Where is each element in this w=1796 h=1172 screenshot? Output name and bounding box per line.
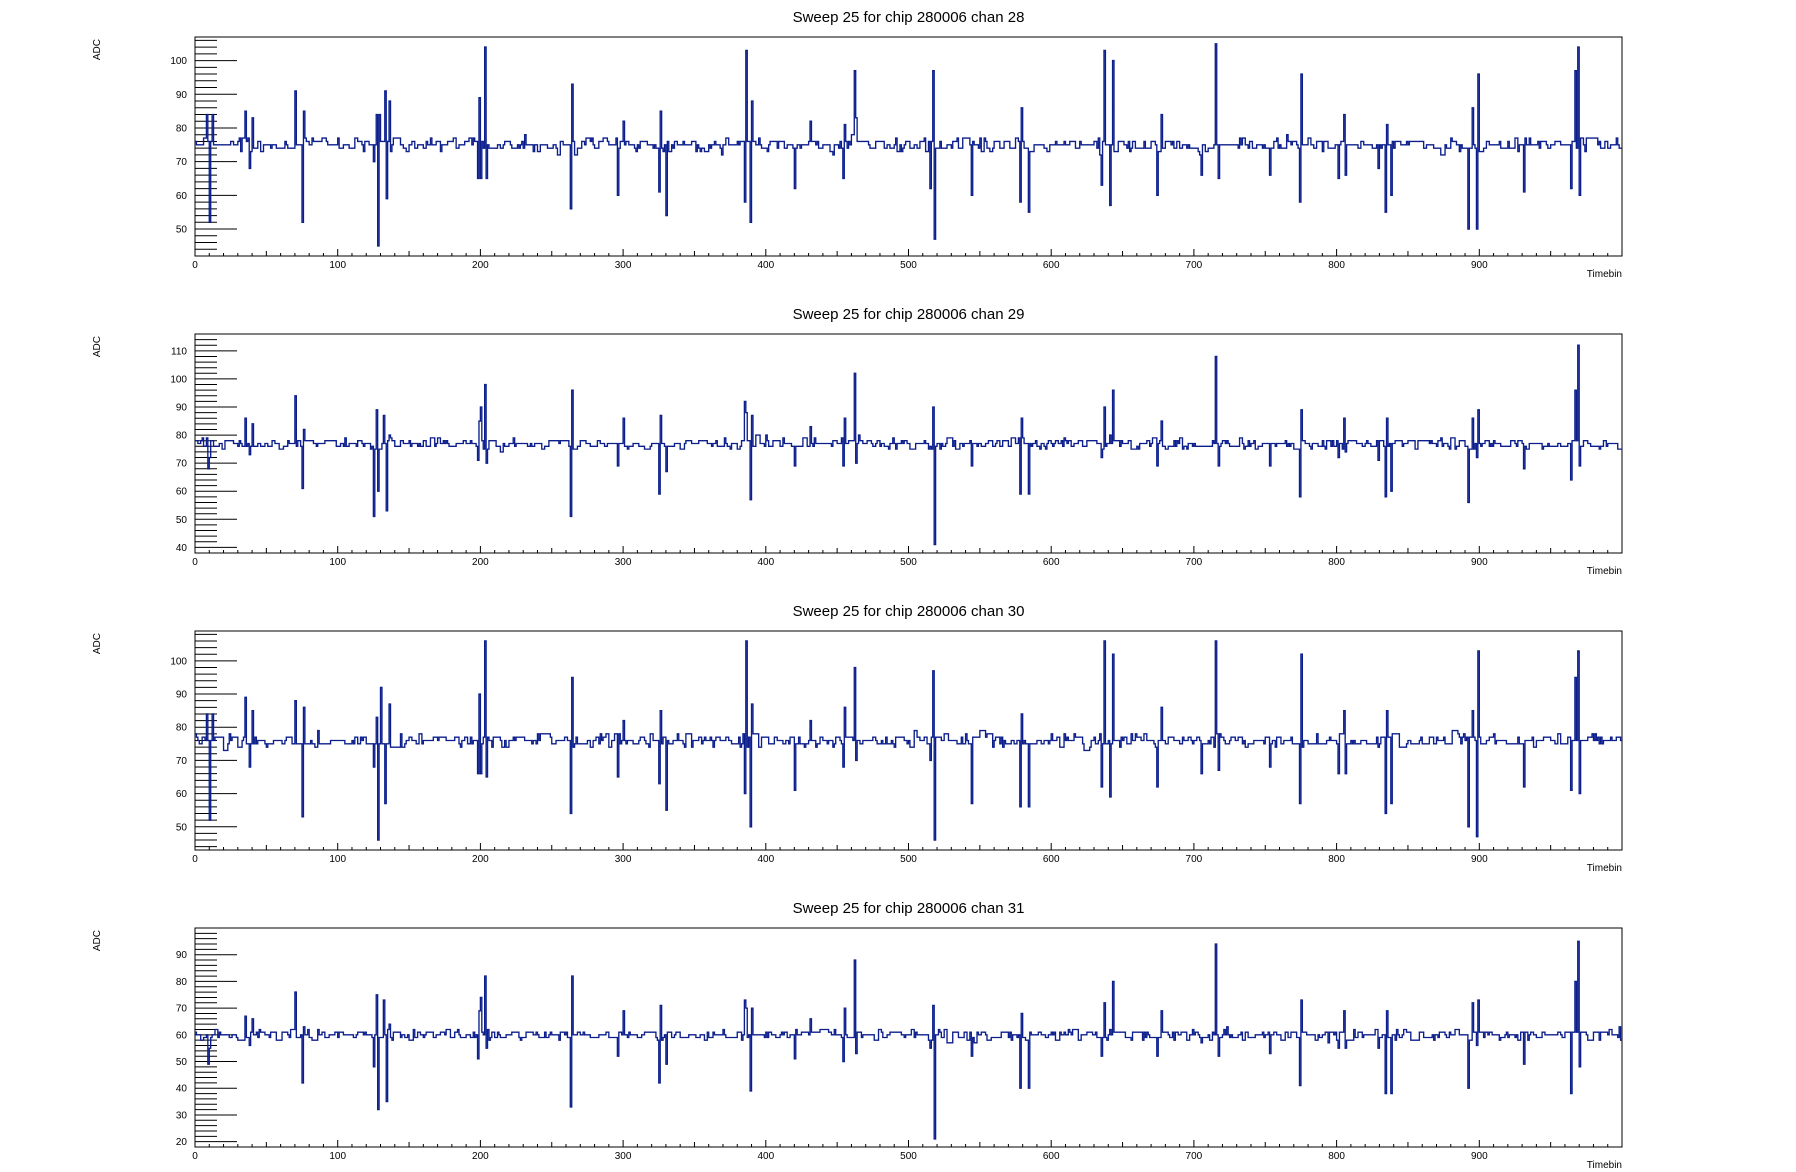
y-tick-label: 90	[176, 690, 188, 701]
y-tick-label: 70	[176, 756, 188, 767]
adc-series-line	[195, 941, 1622, 1139]
y-tick-label: 50	[176, 515, 188, 526]
x-tick-label: 500	[900, 260, 917, 271]
y-tick-label: 80	[176, 977, 188, 988]
y-tick-label: 80	[176, 431, 188, 442]
chart-title: Sweep 25 for chip 280006 chan 29	[793, 306, 1025, 323]
chart-panel-chan-28: Sweep 25 for chip 280006 chan 28 ADC Timeb…	[92, 9, 1622, 280]
y-tick-label: 20	[176, 1137, 188, 1148]
x-tick-label: 400	[757, 854, 774, 865]
y-tick-label: 80	[176, 123, 188, 134]
x-tick-label: 100	[329, 260, 346, 271]
adc-series-line	[195, 641, 1622, 840]
x-tick-label: 800	[1328, 260, 1345, 271]
y-tick-label: 40	[176, 543, 188, 554]
x-tick-label: 200	[472, 557, 489, 568]
y-axis-label: ADC	[92, 633, 103, 654]
y-tick-label: 50	[176, 225, 188, 236]
y-tick-label: 60	[176, 191, 188, 202]
x-tick-label: 300	[615, 854, 632, 865]
x-tick-label: 600	[1043, 1151, 1060, 1162]
x-tick-label: 100	[329, 854, 346, 865]
chart-panel-chan-31: Sweep 25 for chip 280006 chan 31 ADC Timeb…	[92, 900, 1622, 1171]
adc-series-line	[195, 44, 1622, 246]
y-tick-label: 100	[170, 656, 187, 667]
x-tick-label: 800	[1328, 557, 1345, 568]
x-tick-label: 400	[757, 1151, 774, 1162]
x-tick-label: 600	[1043, 260, 1060, 271]
y-tick-label: 90	[176, 403, 188, 414]
x-tick-label: 700	[1186, 557, 1203, 568]
y-tick-label: 30	[176, 1110, 188, 1121]
x-tick-label: 500	[900, 557, 917, 568]
x-axis-label: Timebin	[1587, 269, 1622, 280]
x-tick-label: 400	[757, 260, 774, 271]
x-tick-label: 200	[472, 1151, 489, 1162]
x-axis-label: Timebin	[1587, 566, 1622, 577]
chart-title: Sweep 25 for chip 280006 chan 28	[793, 9, 1025, 26]
y-tick-label: 70	[176, 1004, 188, 1015]
x-tick-label: 100	[329, 1151, 346, 1162]
y-tick-label: 100	[170, 374, 187, 385]
x-axis-label: Timebin	[1587, 1160, 1622, 1171]
y-tick-label: 80	[176, 723, 188, 734]
x-tick-label: 500	[900, 854, 917, 865]
y-tick-label: 60	[176, 789, 188, 800]
chart-title: Sweep 25 for chip 280006 chan 30	[793, 603, 1025, 620]
y-tick-label: 50	[176, 1057, 188, 1068]
x-tick-label: 100	[329, 557, 346, 568]
y-axis-label: ADC	[92, 336, 103, 357]
x-tick-label: 300	[615, 557, 632, 568]
chart-panel-chan-30: Sweep 25 for chip 280006 chan 30 ADC Timeb…	[92, 603, 1622, 874]
x-tick-label: 200	[472, 260, 489, 271]
x-tick-label: 300	[615, 1151, 632, 1162]
y-tick-label: 90	[176, 90, 188, 101]
x-tick-label: 700	[1186, 260, 1203, 271]
y-tick-label: 50	[176, 822, 188, 833]
y-tick-label: 60	[176, 1030, 188, 1041]
chart-title: Sweep 25 for chip 280006 chan 31	[793, 900, 1025, 917]
x-tick-label: 700	[1186, 1151, 1203, 1162]
y-tick-label: 60	[176, 487, 188, 498]
y-tick-label: 90	[176, 950, 188, 961]
x-tick-label: 900	[1471, 854, 1488, 865]
x-tick-label: 0	[192, 260, 198, 271]
y-tick-label: 100	[170, 56, 187, 67]
x-tick-label: 0	[192, 854, 198, 865]
x-axis-label: Timebin	[1587, 863, 1622, 874]
x-tick-label: 0	[192, 1151, 198, 1162]
y-tick-label: 110	[171, 346, 187, 357]
y-tick-label: 70	[176, 459, 188, 470]
y-axis-label: ADC	[92, 930, 103, 951]
x-tick-label: 900	[1471, 557, 1488, 568]
chart-panel-chan-29: Sweep 25 for chip 280006 chan 29 ADC Timeb…	[92, 306, 1622, 577]
x-tick-label: 700	[1186, 854, 1203, 865]
y-axis-label: ADC	[92, 39, 103, 60]
x-tick-label: 800	[1328, 854, 1345, 865]
x-tick-label: 300	[615, 260, 632, 271]
x-tick-label: 900	[1471, 1151, 1488, 1162]
x-tick-label: 900	[1471, 260, 1488, 271]
x-tick-label: 600	[1043, 557, 1060, 568]
x-tick-label: 500	[900, 1151, 917, 1162]
x-tick-label: 600	[1043, 854, 1060, 865]
y-tick-label: 70	[176, 157, 188, 168]
adc-series-line	[195, 345, 1622, 544]
x-tick-label: 400	[757, 557, 774, 568]
x-tick-label: 200	[472, 854, 489, 865]
y-tick-label: 40	[176, 1084, 188, 1095]
x-tick-label: 800	[1328, 1151, 1345, 1162]
x-tick-label: 0	[192, 557, 198, 568]
